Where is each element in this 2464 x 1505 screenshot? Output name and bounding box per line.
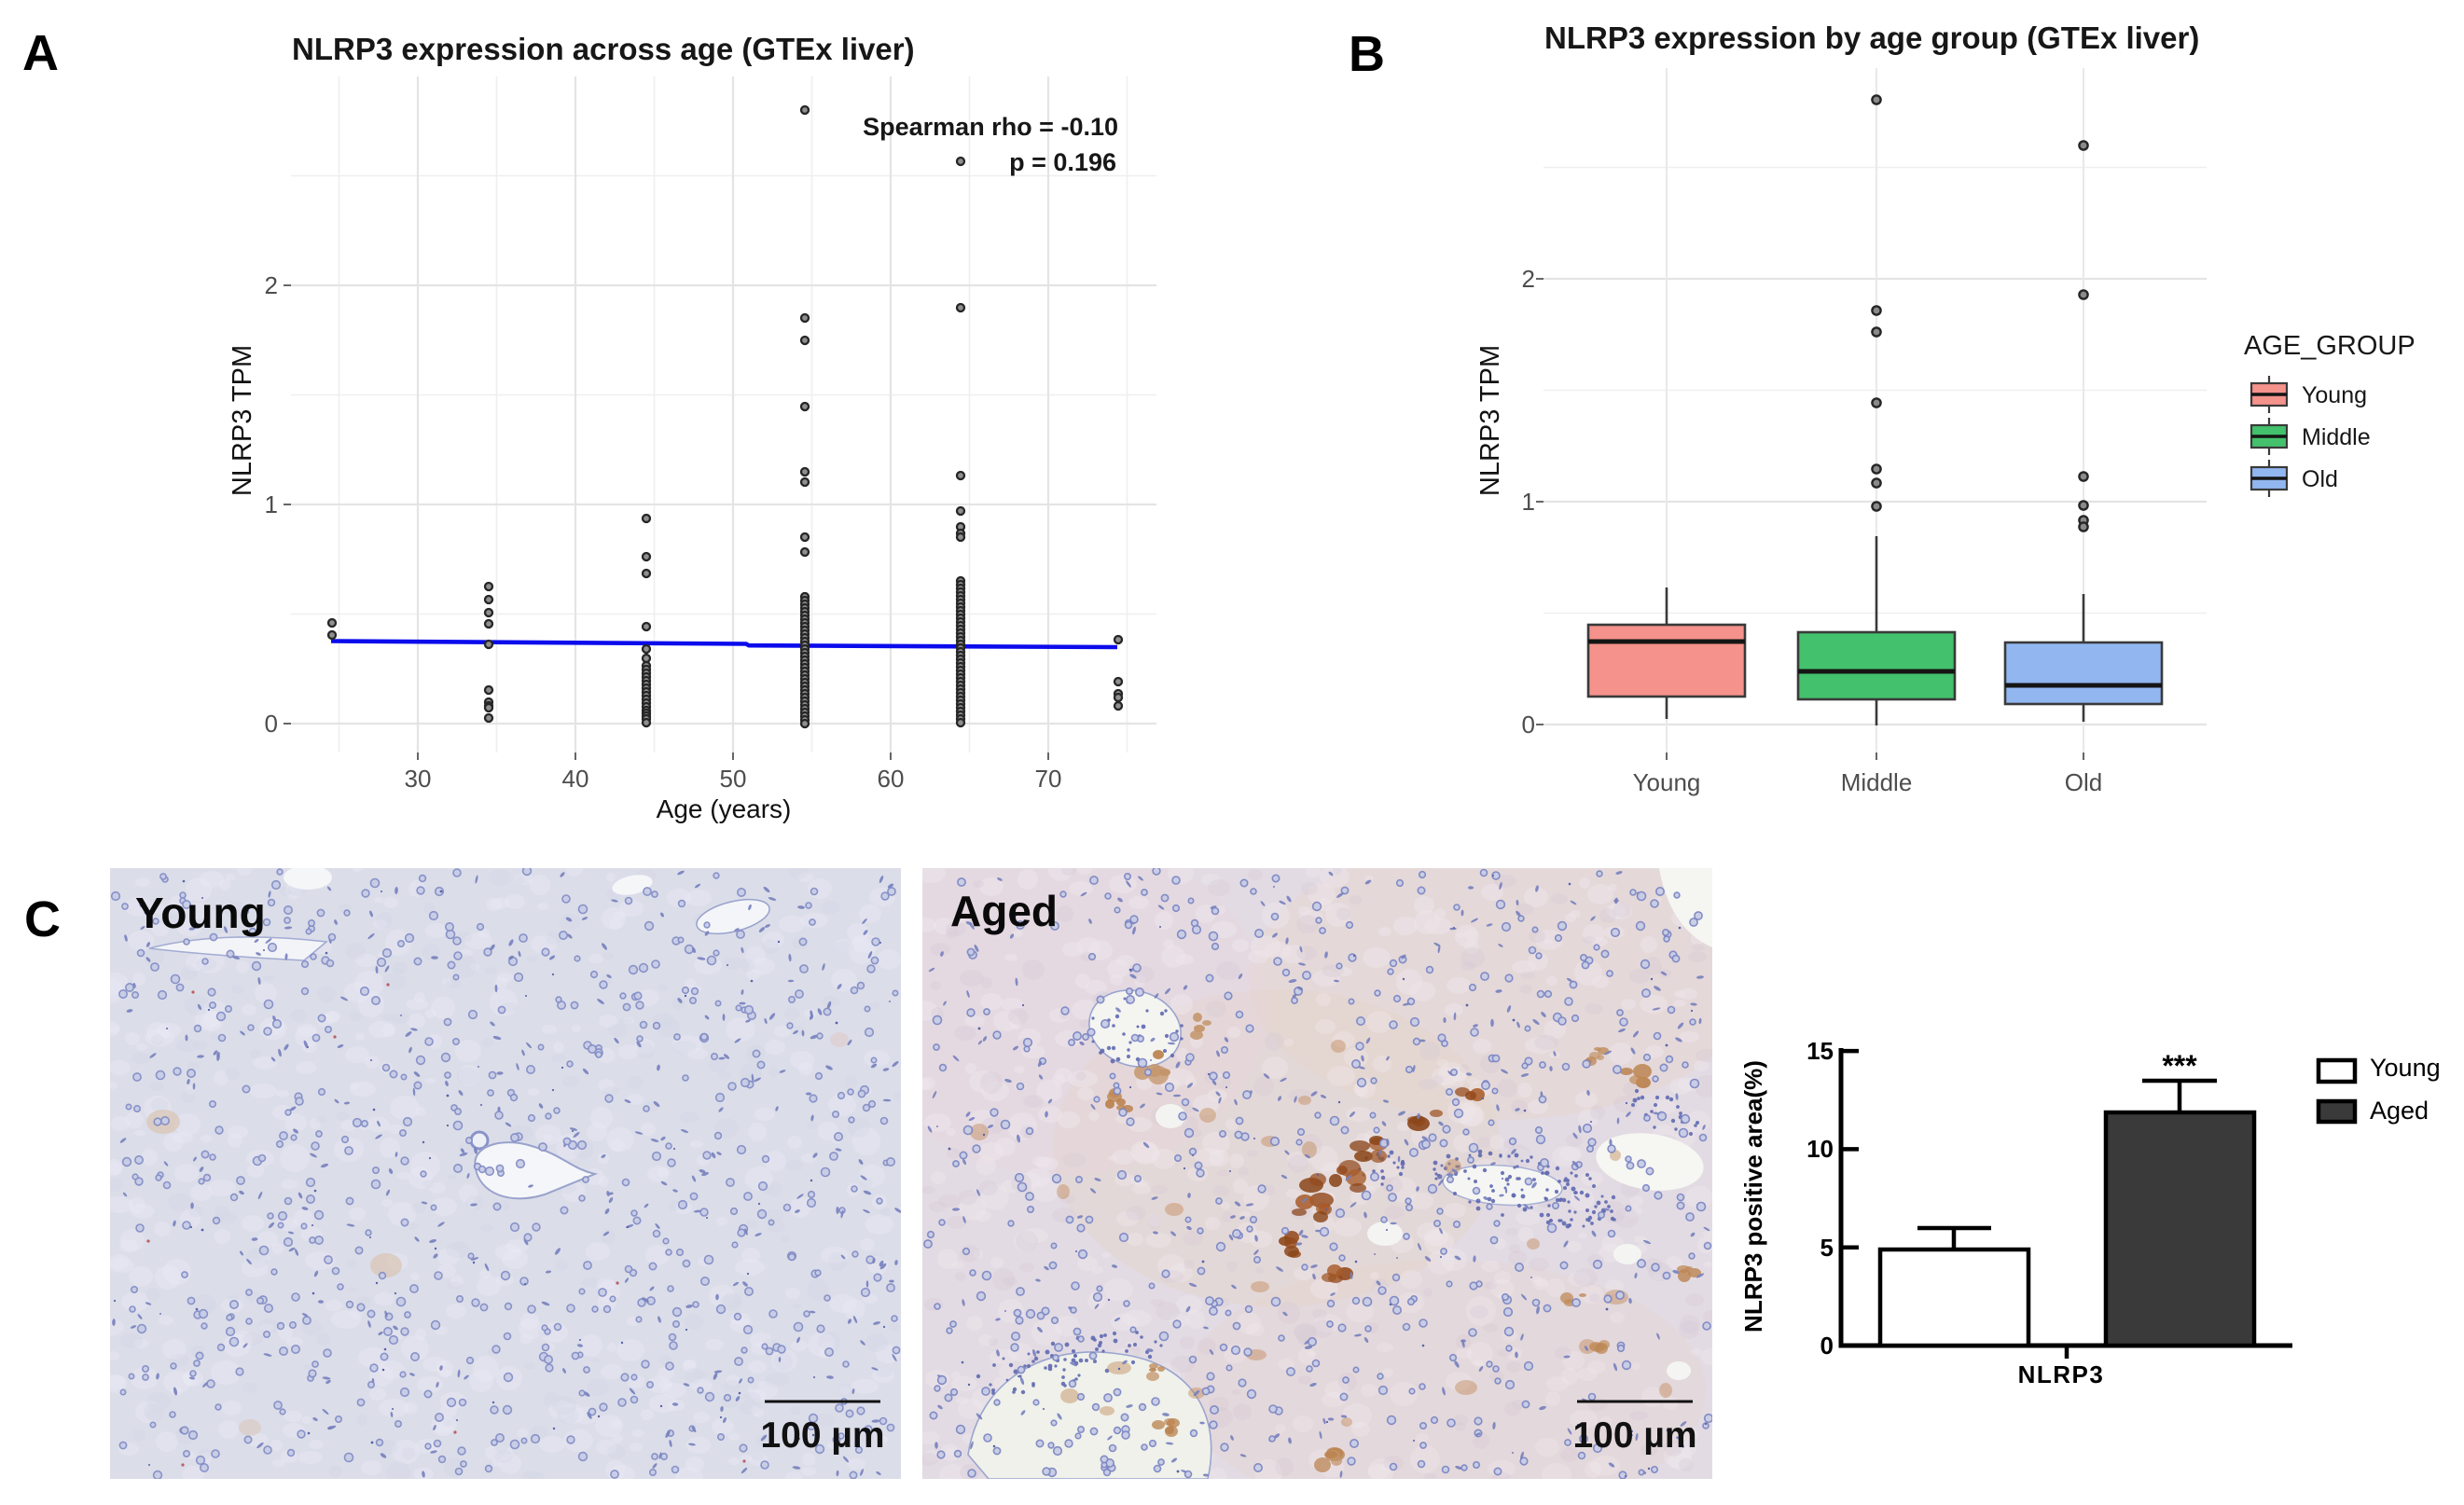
svg-text:0: 0 xyxy=(265,710,278,738)
svg-text:NLRP3 expression across age (G: NLRP3 expression across age (GTEx liver) xyxy=(292,32,915,66)
svg-text:Old: Old xyxy=(2302,466,2338,492)
svg-text:Middle: Middle xyxy=(1841,768,1913,796)
svg-text:***: *** xyxy=(2162,1049,2197,1083)
svg-text:100 µm: 100 µm xyxy=(1572,1415,1696,1456)
svg-text:0: 0 xyxy=(1522,711,1535,739)
svg-text:100 µm: 100 µm xyxy=(760,1415,884,1456)
svg-text:30: 30 xyxy=(405,765,432,793)
svg-text:Aged: Aged xyxy=(2370,1097,2429,1125)
svg-text:Middle: Middle xyxy=(2302,424,2371,450)
svg-text:10: 10 xyxy=(1806,1135,1834,1163)
svg-text:NLRP3 TPM: NLRP3 TPM xyxy=(228,345,257,496)
svg-text:70: 70 xyxy=(1035,765,1062,793)
svg-text:Age (years): Age (years) xyxy=(657,794,792,823)
svg-text:p = 0.196: p = 0.196 xyxy=(1009,148,1116,176)
svg-text:NLRP3 positive area(%): NLRP3 positive area(%) xyxy=(1739,1060,1767,1332)
svg-text:1: 1 xyxy=(265,490,278,518)
svg-text:5: 5 xyxy=(1820,1234,1834,1262)
svg-text:Spearman rho = -0.10: Spearman rho = -0.10 xyxy=(863,113,1118,141)
svg-text:NLRP3 TPM: NLRP3 TPM xyxy=(1475,345,1505,496)
svg-text:Young: Young xyxy=(135,889,266,937)
svg-text:Aged: Aged xyxy=(950,887,1058,935)
svg-text:40: 40 xyxy=(562,765,589,793)
svg-text:15: 15 xyxy=(1806,1037,1834,1065)
svg-text:2: 2 xyxy=(1522,265,1535,293)
svg-text:Old: Old xyxy=(2065,768,2102,796)
svg-text:B: B xyxy=(1349,26,1385,82)
svg-text:Young: Young xyxy=(2302,382,2367,408)
svg-text:Young: Young xyxy=(2370,1054,2441,1082)
svg-text:1: 1 xyxy=(1522,488,1535,516)
svg-text:AGE_GROUP: AGE_GROUP xyxy=(2244,331,2416,361)
svg-text:C: C xyxy=(24,891,61,947)
svg-text:2: 2 xyxy=(265,271,278,299)
svg-text:Young: Young xyxy=(1633,768,1701,796)
svg-text:0: 0 xyxy=(1820,1332,1834,1360)
svg-text:NLRP3: NLRP3 xyxy=(2018,1360,2105,1388)
svg-text:60: 60 xyxy=(878,765,905,793)
svg-text:NLRP3 expression by age group: NLRP3 expression by age group (GTEx live… xyxy=(1544,21,2199,55)
svg-text:50: 50 xyxy=(720,765,747,793)
svg-text:A: A xyxy=(22,25,59,81)
